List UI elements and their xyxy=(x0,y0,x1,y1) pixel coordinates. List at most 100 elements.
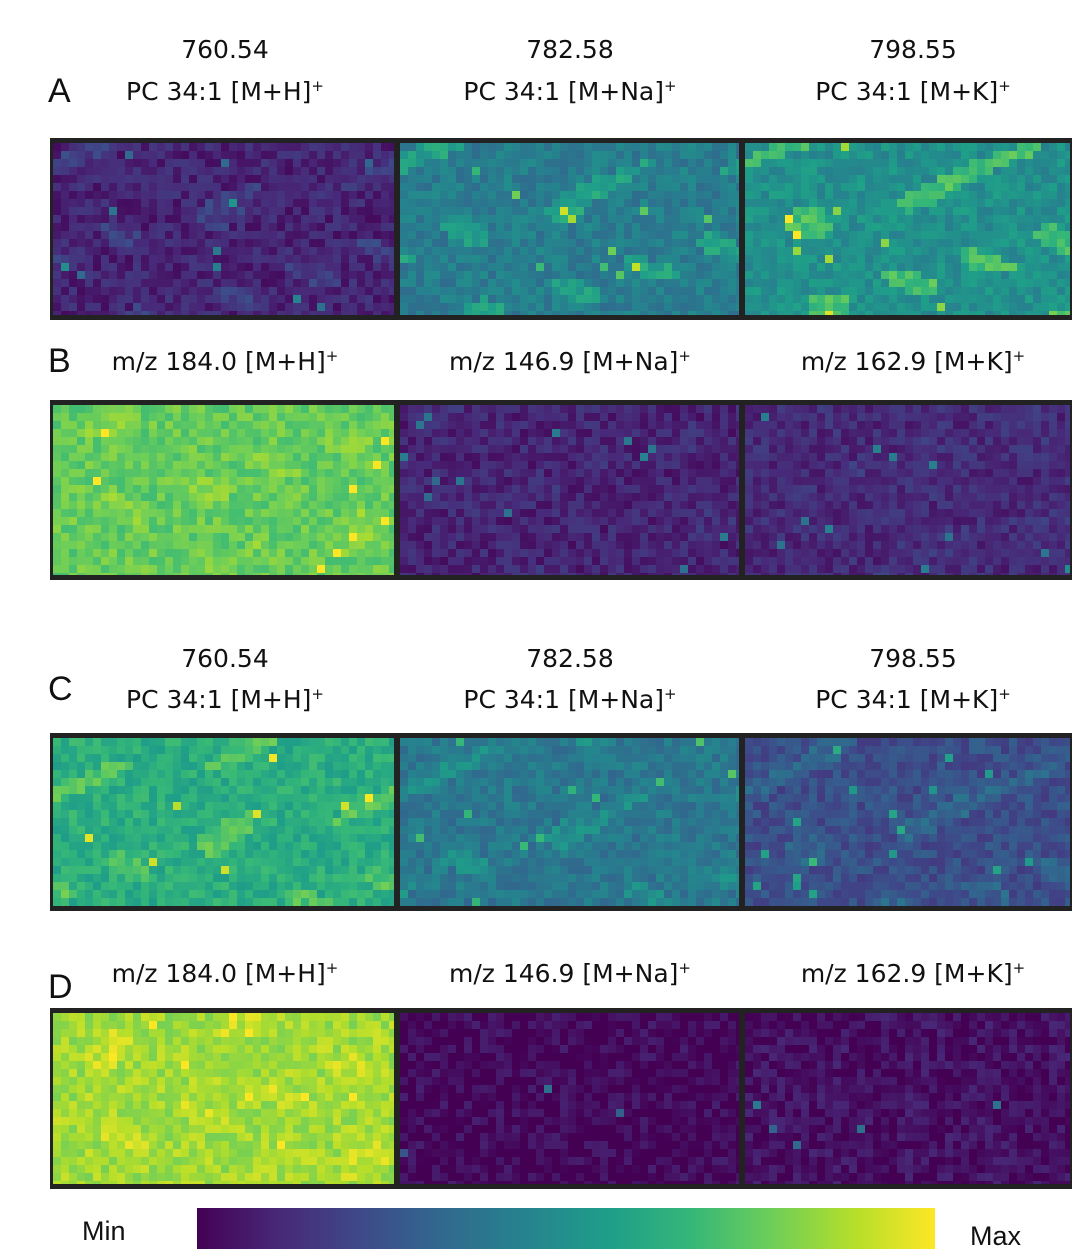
pixel xyxy=(656,239,664,247)
pixel xyxy=(221,437,229,445)
pixel xyxy=(109,461,117,469)
pixel xyxy=(488,167,496,175)
pixel xyxy=(117,175,125,183)
pixel xyxy=(632,183,640,191)
pixel xyxy=(277,541,285,549)
pixel xyxy=(857,405,865,413)
pixel xyxy=(269,247,277,255)
pixel xyxy=(357,557,365,565)
pixel xyxy=(728,247,736,255)
pixel xyxy=(969,223,977,231)
pixel xyxy=(1065,413,1070,421)
pixel xyxy=(592,493,600,501)
pixel xyxy=(109,151,117,159)
pixel xyxy=(592,199,600,207)
pixel xyxy=(969,247,977,255)
pixel xyxy=(761,295,769,303)
pixel xyxy=(536,183,544,191)
pixel xyxy=(317,501,325,509)
pixel xyxy=(672,469,680,477)
pixel xyxy=(349,517,357,525)
pixel xyxy=(381,461,389,469)
pixel xyxy=(745,239,753,247)
pixel xyxy=(448,453,456,461)
pixel xyxy=(616,445,624,453)
pixel xyxy=(753,429,761,437)
pixel xyxy=(69,517,77,525)
pixel xyxy=(440,485,448,493)
pixel xyxy=(696,493,704,501)
pixel xyxy=(261,421,269,429)
pixel xyxy=(173,573,181,575)
pixel xyxy=(608,287,616,295)
pixel xyxy=(133,405,141,413)
pixel xyxy=(632,493,640,501)
pixel xyxy=(937,295,945,303)
pixel xyxy=(141,167,149,175)
pixel xyxy=(61,303,69,311)
pixel xyxy=(568,231,576,239)
pixel xyxy=(961,311,969,315)
pixel xyxy=(448,199,456,207)
pixel xyxy=(801,207,809,215)
pixel xyxy=(381,159,389,167)
pixel xyxy=(745,143,753,151)
pixel xyxy=(205,143,213,151)
pixel xyxy=(400,255,408,263)
pixel xyxy=(640,501,648,509)
pixel xyxy=(969,151,977,159)
pixel xyxy=(953,247,961,255)
pixel xyxy=(688,421,696,429)
pixel xyxy=(325,151,333,159)
pixel xyxy=(472,525,480,533)
pixel xyxy=(520,405,528,413)
pixel xyxy=(913,247,921,255)
pixel xyxy=(632,421,640,429)
pixel xyxy=(656,461,664,469)
pixel xyxy=(424,517,432,525)
pixel xyxy=(552,263,560,271)
pixel xyxy=(69,191,77,199)
pixel xyxy=(197,159,205,167)
pixel xyxy=(245,207,253,215)
pixel xyxy=(285,159,293,167)
pixel xyxy=(69,533,77,541)
pixel xyxy=(568,295,576,303)
pixel xyxy=(69,477,77,485)
pixel xyxy=(969,159,977,167)
pixel xyxy=(229,271,237,279)
pixel xyxy=(261,151,269,159)
pixel xyxy=(197,183,205,191)
pixel xyxy=(381,231,389,239)
ion-name: m/z 184.0 [M+H] xyxy=(112,347,326,376)
pixel xyxy=(141,231,149,239)
pixel xyxy=(165,223,173,231)
pixel xyxy=(301,271,309,279)
pixel xyxy=(560,311,568,315)
pixel xyxy=(213,565,221,573)
pixel xyxy=(1065,271,1070,279)
pixel xyxy=(648,501,656,509)
pixel xyxy=(253,405,261,413)
pixel xyxy=(745,263,753,271)
pixel xyxy=(512,501,520,509)
pixel xyxy=(985,413,993,421)
pixel xyxy=(552,445,560,453)
pixel xyxy=(1001,231,1009,239)
pixel xyxy=(1065,429,1070,437)
pixel xyxy=(504,549,512,557)
pixel xyxy=(825,215,833,223)
pixel xyxy=(753,199,761,207)
pixel xyxy=(237,525,245,533)
pixel xyxy=(133,533,141,541)
pixel xyxy=(61,223,69,231)
pixel xyxy=(817,247,825,255)
pixel xyxy=(408,271,416,279)
pixel xyxy=(496,573,504,575)
pixel xyxy=(317,159,325,167)
pixel xyxy=(688,191,696,199)
pixel xyxy=(293,175,301,183)
pixel xyxy=(608,303,616,311)
pixel xyxy=(753,405,761,413)
pixel xyxy=(600,231,608,239)
